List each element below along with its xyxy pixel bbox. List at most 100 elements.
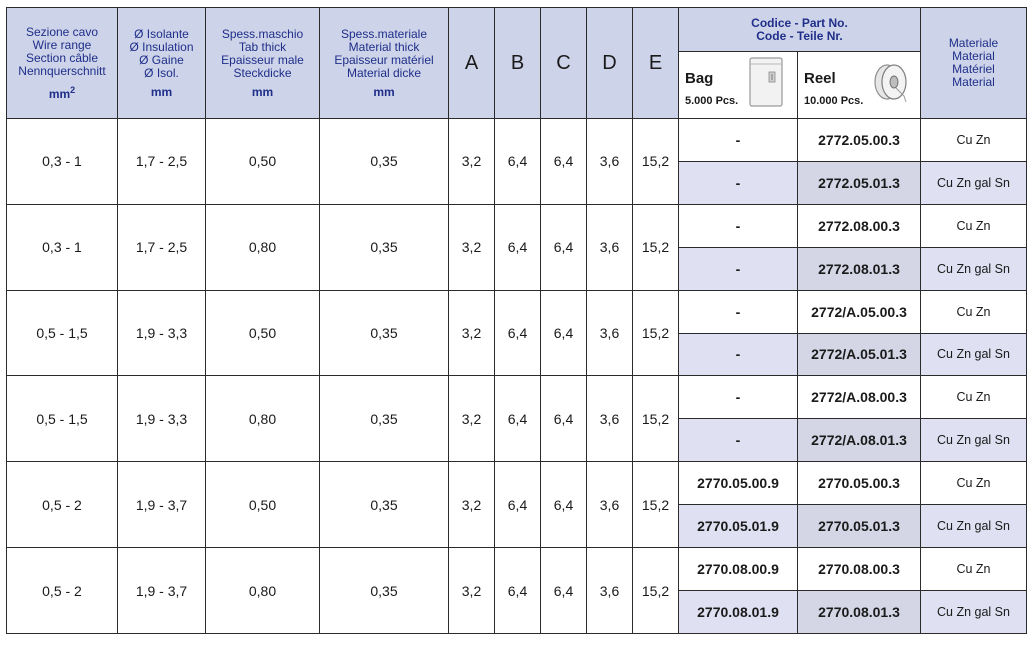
reel-code-cell: 2772.08.00.3 (797, 203, 921, 248)
header-material-thick: Spess.materiale Material thick Epaisseur… (319, 7, 449, 119)
dim-c-cell: 6,4 (540, 547, 587, 634)
material-cell: Cu Zn gal Sn (920, 589, 1027, 635)
reel-code-cell: 2772/A.08.00.3 (797, 375, 921, 420)
header-dim-a: A (448, 7, 495, 119)
material-thick-cell: 0,35 (319, 547, 449, 634)
bag-code-cell: 2770.05.00.9 (678, 461, 798, 506)
table-row: 0,3 - 1 1,7 - 2,5 0,50 0,35 3,2 6,4 6,4 3,6 15,2… (6, 118, 1027, 205)
reel-code-cell: 2772.08.01.3 (797, 246, 921, 291)
header-part-code: Codice - Part No. Code - Teile Nr. (678, 7, 921, 52)
dim-e-cell: 15,2 (632, 289, 679, 377)
header-tab-thick: Spess.maschio Tab thick Epaisseur male S… (205, 7, 320, 119)
insulation-cell: 1,7 - 2,5 (117, 118, 206, 205)
tab-thick-cell: 0,80 (205, 375, 320, 463)
table-row: 0,5 - 2 1,9 - 3,7 0,50 0,35 3,2 6,4 6,4 3,6 15,2… (6, 461, 1027, 549)
bag-code-cell: - (678, 160, 798, 205)
dim-a-cell: 3,2 (448, 289, 495, 377)
reel-icon (874, 64, 907, 103)
dim-b-cell: 6,4 (494, 461, 541, 549)
table-row: 0,5 - 2 1,9 - 3,7 0,80 0,35 3,2 6,4 6,4 3,6 15,2… (6, 547, 1027, 634)
tab-thick-cell: 0,80 (205, 547, 320, 634)
table-row: -2772.05.01.3 Cu Zn gal Sn (7, 160, 1027, 205)
dim-b-cell: 6,4 (494, 203, 541, 291)
dim-d-cell: 3,6 (586, 118, 633, 205)
material-cell: Cu Zn (920, 289, 1027, 334)
bag-label: Bag (685, 70, 714, 87)
header-reel: Reel 10.000 Pcs. (797, 51, 921, 119)
insulation-cell: 1,9 - 3,3 (117, 289, 206, 377)
bag-quantity: 5.000 Pcs. (685, 95, 739, 107)
dim-e-cell: 15,2 (632, 375, 679, 463)
material-cell: Cu Zn gal Sn (920, 332, 1027, 377)
terminal-spec-table: Sezione cavo Wire range Section câble Ne… (6, 7, 1027, 635)
reel-code-cell: 2770.05.01.3 (797, 504, 921, 549)
bag-icon (749, 57, 783, 107)
reel-code-cell: 2770.08.00.3 (797, 547, 921, 591)
header-wire-range: Sezione cavo Wire range Section câble Ne… (6, 7, 118, 119)
dim-a-cell: 3,2 (448, 203, 495, 291)
bag-code-cell: 2770.05.01.9 (678, 504, 798, 549)
table-row: 0,5 - 1,5 1,9 - 3,3 0,50 0,35 3,2 6,4 6,4 3,6 15… (6, 289, 1027, 377)
header-dim-c: C (540, 7, 587, 119)
wire-range-cell: 0,5 - 1,5 (6, 289, 118, 377)
reel-code-cell: 2772.05.01.3 (797, 160, 921, 205)
dim-a-cell: 3,2 (448, 461, 495, 549)
dim-b-cell: 6,4 (494, 375, 541, 463)
dim-e-cell: 15,2 (632, 203, 679, 291)
header-dim-d: D (586, 7, 633, 119)
wire-range-cell: 0,5 - 1,5 (6, 375, 118, 463)
dim-d-cell: 3,6 (586, 203, 633, 291)
header-dim-b: B (494, 7, 541, 119)
dim-b-cell: 6,4 (494, 118, 541, 205)
wire-range-cell: 0,3 - 1 (6, 118, 118, 205)
bag-code-cell: - (678, 203, 798, 248)
reel-code-cell: 2772/A.05.00.3 (797, 289, 921, 334)
wire-range-cell: 0,3 - 1 (6, 203, 118, 291)
bag-code-cell: - (678, 418, 798, 463)
tab-thick-cell: 0,50 (205, 118, 320, 205)
tab-thick-cell: 0,80 (205, 203, 320, 291)
insulation-cell: 1,7 - 2,5 (117, 203, 206, 291)
bag-code-cell: 2770.08.00.9 (678, 547, 798, 591)
bag-code-cell: - (678, 246, 798, 291)
dim-c-cell: 6,4 (540, 203, 587, 291)
material-thick-cell: 0,35 (319, 203, 449, 291)
material-thick-cell: 0,35 (319, 289, 449, 377)
material-cell: Cu Zn gal Sn (920, 418, 1027, 463)
material-cell: Cu Zn gal Sn (920, 160, 1027, 205)
header-dim-e: E (632, 7, 679, 119)
reel-code-cell: 2770.08.01.3 (797, 589, 921, 635)
dim-b-cell: 6,4 (494, 289, 541, 377)
material-cell: Cu Zn (920, 203, 1027, 248)
dim-c-cell: 6,4 (540, 375, 587, 463)
material-thick-cell: 0,35 (319, 461, 449, 549)
material-thick-cell: 0,35 (319, 118, 449, 205)
table-row: 2770.05.01.9 2770.05.01.3 Cu Zn gal Sn (7, 504, 1027, 549)
wire-range-cell: 0,5 - 2 (6, 547, 118, 634)
dim-e-cell: 15,2 (632, 547, 679, 634)
dim-d-cell: 3,6 (586, 289, 633, 377)
dim-c-cell: 6,4 (540, 118, 587, 205)
material-cell: Cu Zn (920, 118, 1027, 162)
reel-quantity: 10.000 Pcs. (804, 95, 864, 107)
material-thick-cell: 0,35 (319, 375, 449, 463)
reel-code-cell: 2772/A.05.01.3 (797, 332, 921, 377)
reel-code-cell: 2772/A.08.01.3 (797, 418, 921, 463)
insulation-cell: 1,9 - 3,7 (117, 461, 206, 549)
reel-code-cell: 2772.05.00.3 (797, 118, 921, 162)
bag-code-cell: 2770.08.01.9 (678, 589, 798, 635)
header-bag: Bag 5.000 Pcs. (678, 51, 798, 119)
material-cell: Cu Zn (920, 375, 1027, 420)
dim-c-cell: 6,4 (540, 461, 587, 549)
material-cell: Cu Zn (920, 547, 1027, 591)
dim-a-cell: 3,2 (448, 375, 495, 463)
dim-a-cell: 3,2 (448, 118, 495, 205)
header-material: Materiale Material Matériel Material (920, 7, 1027, 119)
bag-code-cell: - (678, 375, 798, 420)
table-row: 0,5 - 1,5 1,9 - 3,3 0,80 0,35 3,2 6,4 6,4 3,6 15… (6, 375, 1027, 463)
material-cell: Cu Zn gal Sn (920, 504, 1027, 549)
dim-c-cell: 6,4 (540, 289, 587, 377)
table-row: 2770.08.01.9 2770.08.01.3 Cu Zn gal Sn (7, 589, 1027, 635)
insulation-cell: 1,9 - 3,3 (117, 375, 206, 463)
dim-d-cell: 3,6 (586, 461, 633, 549)
